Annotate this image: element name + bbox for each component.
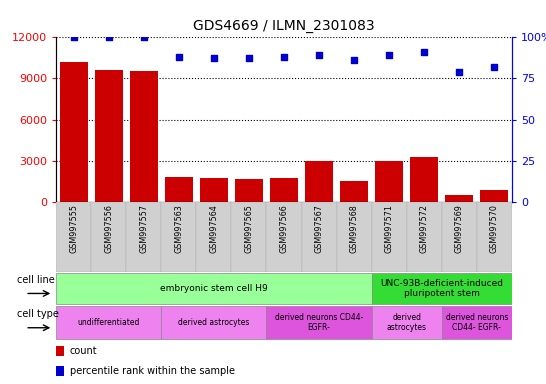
Point [245,55,253,61]
Bar [337,202,372,272]
Text: derived
astrocytes: derived astrocytes [387,313,427,332]
Text: GSM997566: GSM997566 [280,204,288,253]
Bar [270,178,298,202]
Text: cell type: cell type [17,309,58,319]
Point [385,52,394,58]
Point [174,54,183,60]
Text: GSM997570: GSM997570 [490,204,499,253]
Bar [442,202,477,272]
Bar [56,346,64,356]
Text: percentile rank within the sample: percentile rank within the sample [70,366,235,376]
Bar [56,306,161,339]
Text: GSM997557: GSM997557 [139,204,148,253]
Point [69,34,78,40]
Text: embryonic stem cell H9: embryonic stem cell H9 [160,284,268,293]
Bar [477,202,512,272]
Text: derived astrocytes: derived astrocytes [178,318,250,327]
Bar [94,70,123,202]
Point [490,64,499,70]
Bar [372,202,407,272]
Point [350,57,359,63]
Bar [235,179,263,202]
Text: GSM997556: GSM997556 [104,204,113,253]
Bar [56,202,91,272]
Text: count: count [70,346,97,356]
Bar [60,62,87,202]
Bar [161,306,266,339]
Bar [56,366,64,376]
Bar [340,181,368,202]
Point [139,34,148,40]
Text: UNC-93B-deficient-induced
pluripotent stem: UNC-93B-deficient-induced pluripotent st… [381,279,503,298]
Text: undifferentiated: undifferentiated [78,318,140,327]
Bar [232,202,266,272]
Bar [305,161,333,202]
Text: GSM997565: GSM997565 [245,204,253,253]
Bar [91,202,126,272]
Text: cell line: cell line [17,275,55,285]
Point [314,52,323,58]
Text: GSM997563: GSM997563 [174,204,183,253]
Bar [446,195,473,202]
Bar [266,202,301,272]
Bar [129,71,158,202]
Text: derived neurons CD44-
EGFR-: derived neurons CD44- EGFR- [275,313,363,332]
Point [455,69,464,75]
Text: GSM997555: GSM997555 [69,204,78,253]
Bar [301,202,337,272]
Point [420,49,429,55]
Bar [375,161,403,202]
Bar [442,306,512,339]
Bar [56,273,372,305]
Bar [266,306,372,339]
Text: GSM997572: GSM997572 [420,204,429,253]
Text: GSM997569: GSM997569 [455,204,464,253]
Bar [407,202,442,272]
Text: GSM997567: GSM997567 [314,204,324,253]
Bar [165,177,193,202]
Bar [480,190,508,202]
Bar [161,202,197,272]
Point [280,54,288,60]
Text: derived neurons
CD44- EGFR-: derived neurons CD44- EGFR- [446,313,508,332]
Bar [126,202,161,272]
Bar [197,202,232,272]
Bar [372,306,442,339]
Point [210,55,218,61]
Text: GSM997568: GSM997568 [349,204,359,253]
Text: GSM997564: GSM997564 [209,204,218,253]
Bar [410,157,438,202]
Text: GSM997571: GSM997571 [385,204,394,253]
Point [104,34,113,40]
Bar [200,178,228,202]
Bar [372,273,512,305]
Title: GDS4669 / ILMN_2301083: GDS4669 / ILMN_2301083 [193,19,375,33]
